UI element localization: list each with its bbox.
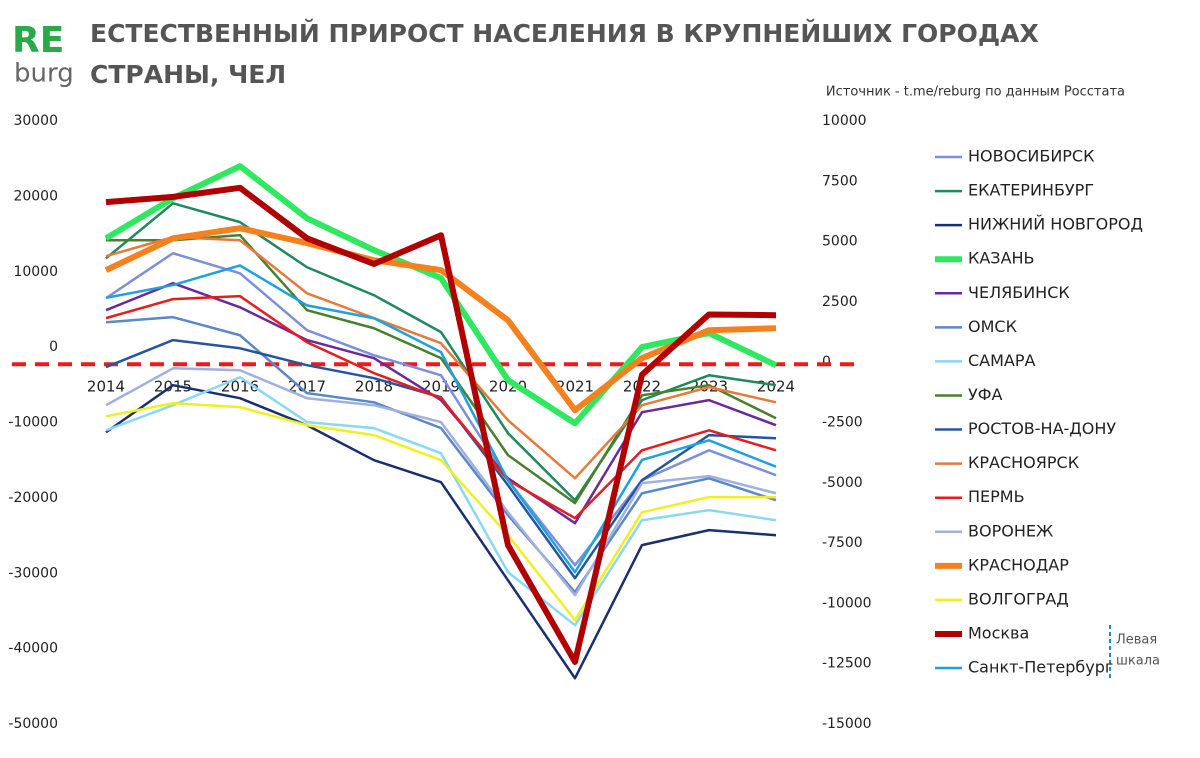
series-line <box>105 281 777 525</box>
source: Источник - t.me/reburg по данным Росстат… <box>826 85 1125 100</box>
y-tick-label: -20000 <box>8 490 58 506</box>
x-tick-label: 2024 <box>757 378 795 396</box>
legend-label: ВОРОНЕЖ <box>968 521 1053 540</box>
y2-tick-label: -12500 <box>822 656 872 672</box>
y-tick-label: 20000 <box>13 188 58 204</box>
y2-tick-label: 10000 <box>822 113 867 129</box>
legend-label: ОМСК <box>968 317 1018 336</box>
series-line <box>105 235 777 480</box>
legend-label: ПЕРМЬ <box>968 487 1025 506</box>
y2-tick-label: 2500 <box>822 294 858 310</box>
series-line <box>105 251 777 567</box>
series-line <box>105 375 777 627</box>
x-tick-label: 2021 <box>556 378 594 396</box>
y-tick-label: 0 <box>49 339 58 355</box>
x-tick-label: 2018 <box>355 378 393 396</box>
series-line <box>105 383 777 680</box>
y2-tick-label: -15000 <box>822 716 872 732</box>
y-tick-label: 30000 <box>13 113 58 129</box>
series-line <box>106 233 777 505</box>
y2-tick-label: 7500 <box>822 173 858 189</box>
chart-title: СТРАНЫ, ЧЕЛ <box>90 60 286 89</box>
x-tick-label: 2017 <box>288 378 326 396</box>
legend-label: КАЗАНЬ <box>968 249 1035 268</box>
series-line <box>104 225 777 414</box>
logo-bottom: burg <box>14 59 74 89</box>
series-line <box>105 294 777 520</box>
y2-tick-label: -2500 <box>822 415 863 431</box>
legend-label: РОСТОВ-НА-ДОНУ <box>968 419 1116 438</box>
chart-title: ЕСТЕСТВЕННЫЙ ПРИРОСТ НАСЕЛЕНИЯ В КРУПНЕЙ… <box>90 19 1039 48</box>
y-tick-label: -40000 <box>8 641 58 657</box>
series-line <box>105 264 777 574</box>
annotation: шкала <box>1116 654 1160 669</box>
y2-tick-label: 5000 <box>822 234 858 250</box>
x-tick-label: 2020 <box>489 378 527 396</box>
series-line <box>105 184 777 665</box>
y-tick-label: 10000 <box>13 264 58 280</box>
legend-label: ЕКАТЕРИНБУРГ <box>968 181 1094 200</box>
series-line <box>104 163 778 427</box>
legend-label: Санкт-Петербург <box>968 658 1113 677</box>
y-tick-label: -50000 <box>8 716 58 732</box>
legend-label: САМАРА <box>968 351 1036 370</box>
y2-tick-label: -7500 <box>822 535 863 551</box>
annotation: Левая <box>1116 633 1157 648</box>
legend-label: НИЖНИЙ НОВГОРОД <box>968 215 1143 234</box>
series-line <box>105 315 777 594</box>
series-line <box>105 367 777 597</box>
legend-label: УФА <box>968 385 1003 404</box>
legend-label: ЧЕЛЯБИНСК <box>968 283 1070 302</box>
y-tick-label: -30000 <box>8 565 58 581</box>
logo-top: RE <box>12 20 64 61</box>
legend-label: Москва <box>968 623 1029 642</box>
series-line <box>105 402 776 622</box>
y2-tick-label: -5000 <box>822 475 863 491</box>
y2-tick-label: -10000 <box>822 595 872 611</box>
x-tick-label: 2014 <box>87 378 125 396</box>
legend-label: НОВОСИБИРСК <box>968 147 1095 166</box>
legend-label: КРАСНОЯРСК <box>968 453 1080 472</box>
y-tick-label: -10000 <box>8 415 58 431</box>
legend-label: КРАСНОДАР <box>968 555 1069 574</box>
legend-label: ВОЛГОГРАД <box>968 589 1069 608</box>
